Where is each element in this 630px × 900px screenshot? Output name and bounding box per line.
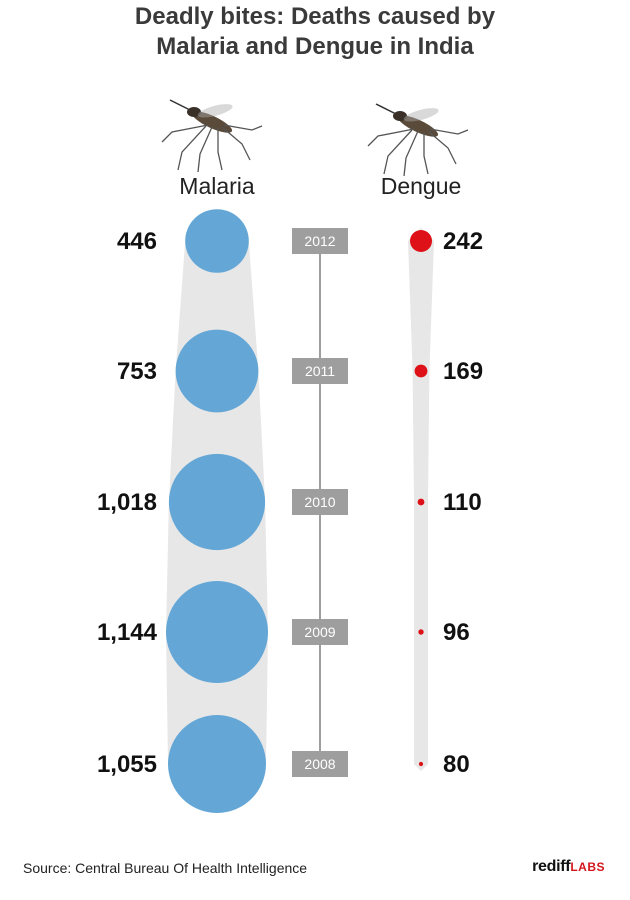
year-2008-label: 2008 xyxy=(304,756,335,772)
malaria-bubble-2009 xyxy=(166,581,268,683)
dengue-series-label: Dengue xyxy=(381,173,462,199)
title-line-1: Deadly bites: Deaths caused by xyxy=(134,3,496,30)
malaria-series-label: Malaria xyxy=(179,173,255,199)
year-2011-box xyxy=(292,358,348,384)
year-2012-box xyxy=(292,228,348,254)
malaria-bubble-2008 xyxy=(168,715,266,813)
malaria-value-2009: 1,144 xyxy=(97,619,158,646)
dengue-bubble-2009 xyxy=(418,629,424,635)
dengue-bubble-2008 xyxy=(418,761,424,767)
malaria-value-2008: 1,055 xyxy=(97,751,157,778)
dengue-value-2011: 169 xyxy=(443,358,483,385)
chart-title: Deadly bites: Deaths caused by Malaria a… xyxy=(0,2,630,62)
dengue-value-2008: 80 xyxy=(443,751,470,778)
brand-logo: rediffLABS xyxy=(532,858,605,876)
dengue-bubble-2010 xyxy=(417,498,425,506)
mosquito-icons xyxy=(161,99,469,177)
brand-suffix: LABS xyxy=(570,860,605,874)
malaria-bubble-2012 xyxy=(185,209,249,273)
chart-marks: Malaria Dengue 2012 446 242 2011 753 169 2010 1,0… xyxy=(97,173,483,813)
dengue-bubble-2011 xyxy=(414,364,428,378)
malaria-bubble-2011 xyxy=(175,329,259,413)
year-2008-box xyxy=(292,751,348,777)
malaria-value-2011: 753 xyxy=(117,358,157,385)
dengue-bubble-2012 xyxy=(410,230,432,252)
dengue-value-2012: 242 xyxy=(443,228,483,255)
year-2009-label: 2009 xyxy=(304,624,335,640)
malaria-mosquito-icon xyxy=(161,99,263,173)
year-2012-label: 2012 xyxy=(304,233,335,249)
year-2011-label: 2011 xyxy=(305,363,335,379)
malaria-bubble-2010 xyxy=(168,453,266,551)
title-line-2: Malaria and Dengue in India xyxy=(156,33,474,60)
year-2010-box xyxy=(292,489,348,515)
year-2009-box xyxy=(292,619,348,645)
malaria-value-2010: 1,018 xyxy=(97,489,157,516)
dengue-mosquito-icon xyxy=(367,103,469,177)
malaria-value-2012: 446 xyxy=(117,228,157,255)
year-2010-label: 2010 xyxy=(304,494,335,510)
brand-name: rediff xyxy=(532,858,571,875)
dengue-value-2010: 110 xyxy=(443,489,482,516)
dengue-value-2009: 96 xyxy=(443,619,470,646)
source-note: Source: Central Bureau Of Health Intelli… xyxy=(23,860,308,876)
